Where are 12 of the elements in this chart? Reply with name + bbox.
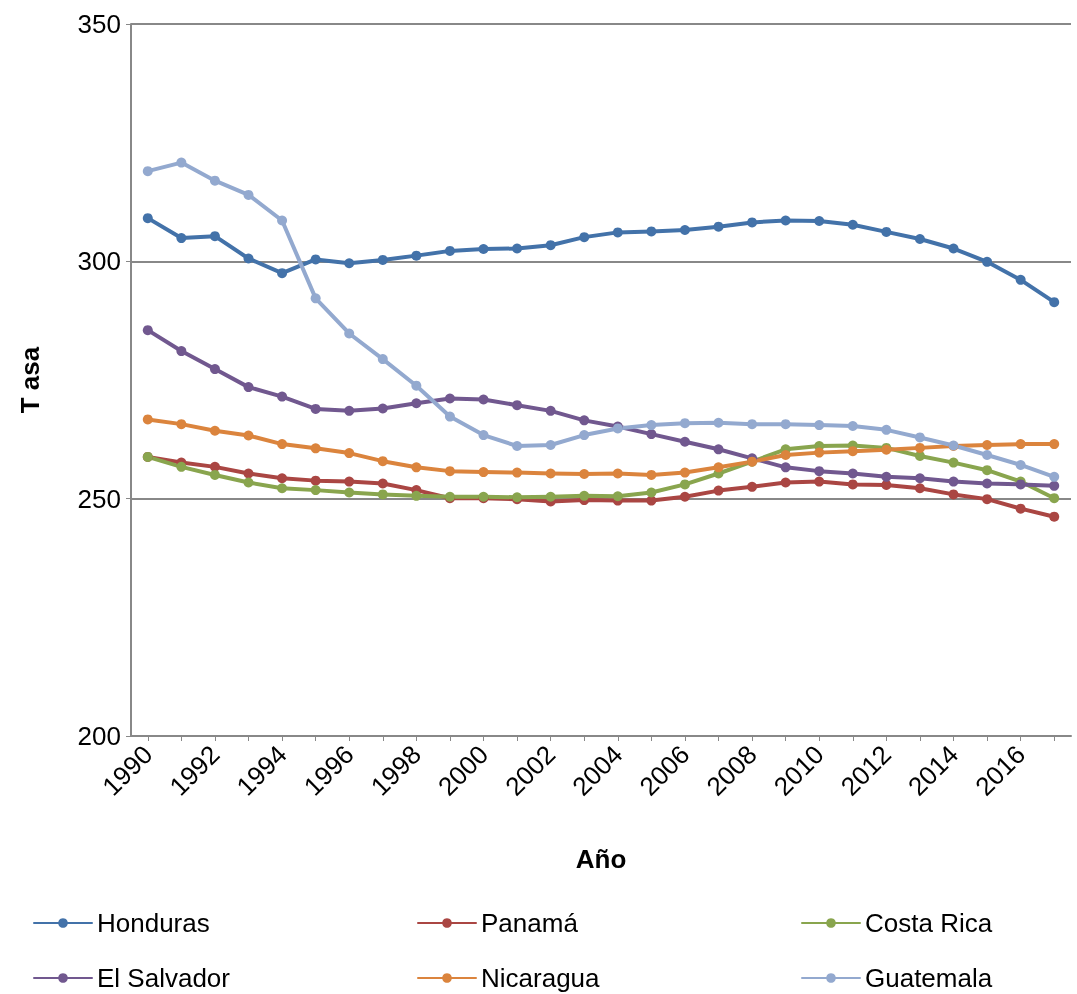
legend-label: Guatemala [865, 963, 993, 993]
y-tick-label: 350 [77, 9, 121, 39]
legend-label: Nicaragua [481, 963, 601, 993]
y-tick-label: 200 [77, 721, 121, 751]
x-axis-title: Año [575, 844, 627, 874]
legend-label: El Salvador [97, 963, 231, 993]
legend-label: Honduras [97, 908, 210, 938]
y-tick-label: 250 [77, 483, 121, 514]
legend-label: Costa Rica [865, 908, 993, 938]
legend-label: Panamá [481, 908, 579, 938]
y-axis-title: T asa [15, 346, 45, 414]
y-tick-label: 300 [77, 246, 121, 277]
